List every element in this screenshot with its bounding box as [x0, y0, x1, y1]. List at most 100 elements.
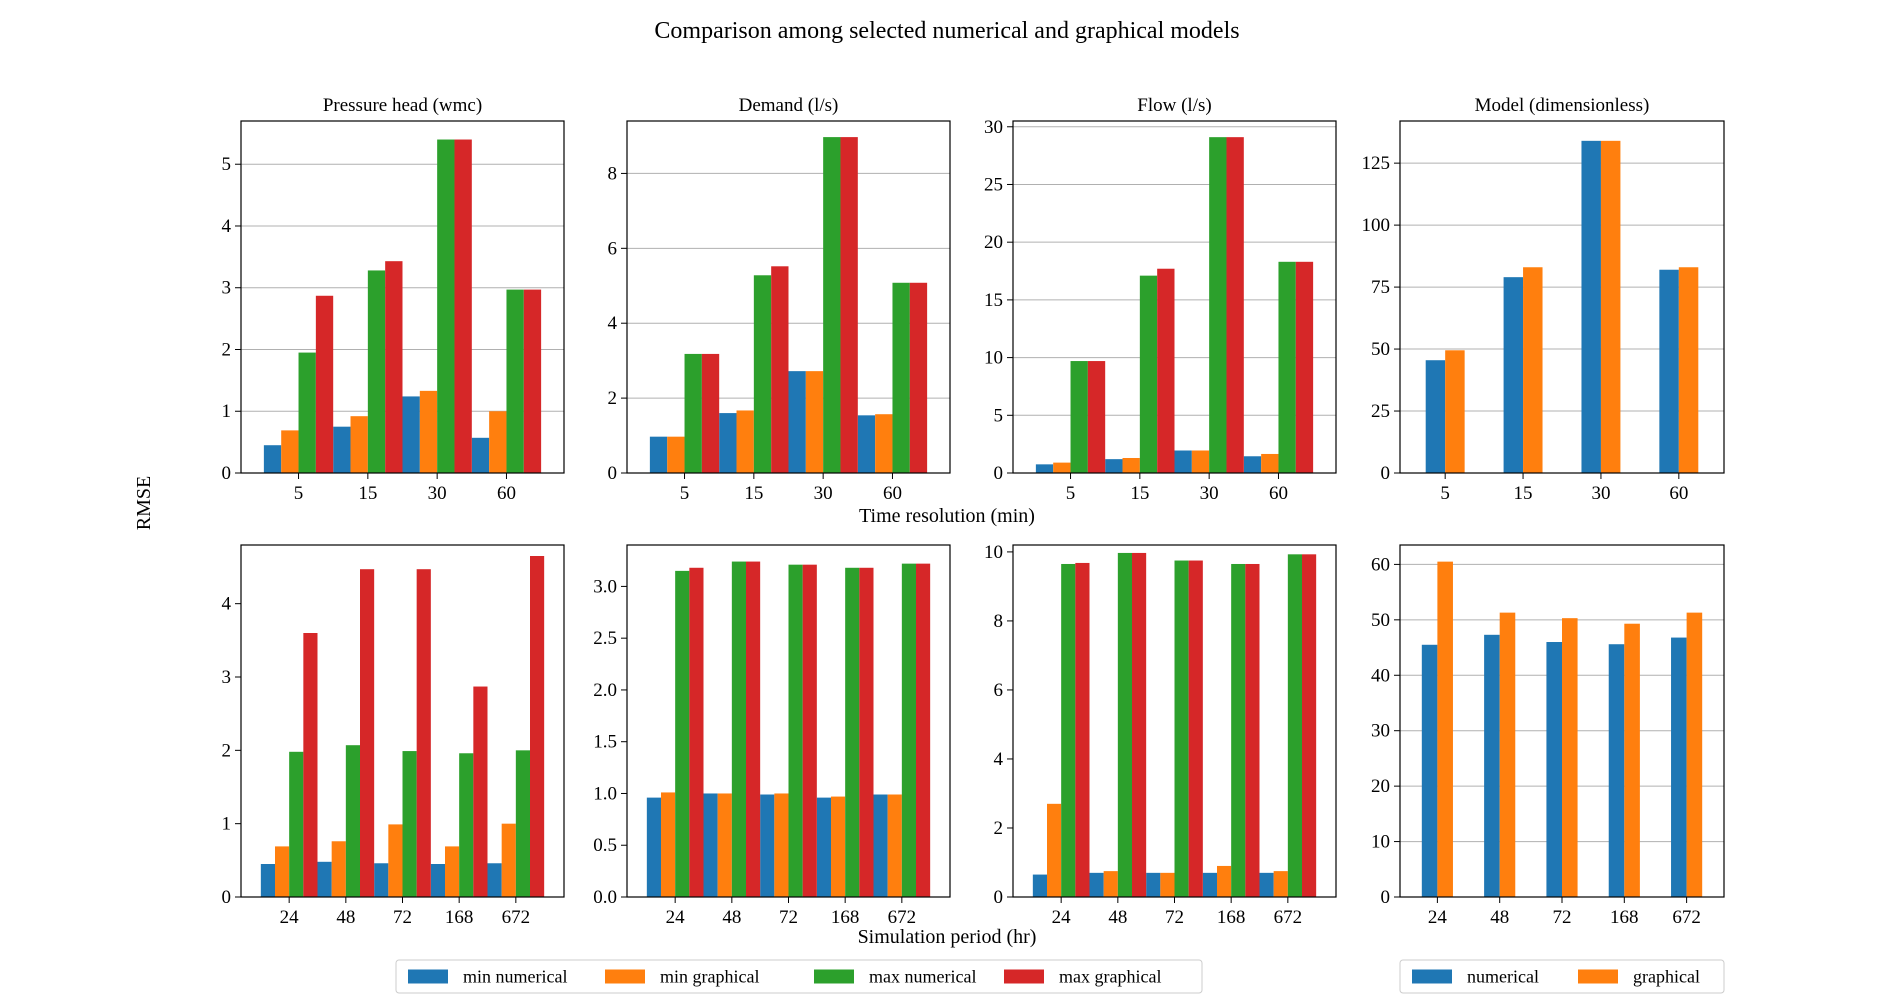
- x-tick-label: 60: [1669, 483, 1688, 504]
- bar-max-graphical-672: [916, 563, 931, 897]
- y-tick-label: 3.0: [593, 576, 617, 597]
- bar-min-graphical-60: [489, 411, 507, 473]
- bar-max-graphical-24: [689, 567, 704, 897]
- bar-numerical-15: [1503, 277, 1524, 473]
- bar-min-graphical-168: [445, 846, 460, 897]
- bar-min-numerical-48: [317, 861, 332, 897]
- bar-max-graphical-24: [303, 633, 318, 897]
- bar-graphical-24: [1437, 561, 1453, 897]
- x-tick-label: 15: [1130, 483, 1149, 504]
- bar-max-graphical-672: [1302, 554, 1317, 897]
- bar-max-numerical-24: [675, 570, 690, 897]
- axes-frame: [1012, 120, 1337, 474]
- bar-max-graphical-15: [1157, 268, 1175, 473]
- y-tick-label: 25: [984, 174, 1003, 195]
- top-row-x-axis-label: Time resolution (min): [859, 505, 1035, 527]
- x-tick-label: 15: [744, 483, 763, 504]
- bar-min-graphical-15: [736, 410, 754, 473]
- bar-min-numerical-672: [1259, 872, 1274, 897]
- bar-min-numerical-48: [703, 793, 718, 897]
- bar-min-graphical-72: [774, 793, 789, 897]
- subplot-2: 0 2 4 6 8 5 15 30 60 Demand (l/s): [608, 95, 951, 504]
- bar-max-numerical-60: [1278, 261, 1296, 473]
- y-tick-label: 2: [994, 818, 1004, 839]
- y-tick-label: 1: [222, 814, 232, 835]
- bar-numerical-24: [1421, 644, 1438, 897]
- y-tick-label: 6: [994, 680, 1004, 701]
- y-tick-label: 25: [1371, 401, 1390, 422]
- bar-max-numerical-30: [1209, 137, 1227, 473]
- bar-max-graphical-168: [473, 686, 488, 897]
- y-tick-label: 30: [984, 117, 1003, 138]
- subplot-title: Pressure head (wmc): [323, 95, 482, 116]
- bar-min-numerical-168: [816, 797, 831, 897]
- legend-label: numerical: [1467, 967, 1539, 987]
- bar-min-numerical-24: [1032, 874, 1047, 897]
- bar-numerical-168: [1608, 644, 1625, 897]
- bar-min-numerical-30: [788, 371, 806, 473]
- axes-frame: [1399, 120, 1725, 474]
- subplot-3: 0 5 10 15 20 25 30 5 15 30 60 Flow (l/s): [984, 95, 1337, 504]
- x-tick-label: 24: [1428, 907, 1448, 928]
- bar-max-graphical-24: [1075, 562, 1090, 897]
- bar-min-numerical-60: [1243, 456, 1262, 473]
- bar-graphical-168: [1624, 623, 1640, 897]
- y-tick-label: 0: [222, 887, 232, 908]
- x-tick-label: 168: [1217, 907, 1246, 928]
- y-tick-label: 15: [984, 290, 1003, 311]
- x-tick-label: 5: [1066, 483, 1076, 504]
- bar-min-graphical-24: [661, 792, 676, 897]
- bar-min-numerical-60: [471, 437, 490, 473]
- y-tick-label: 3: [222, 667, 232, 688]
- y-tick-label: 50: [1371, 610, 1390, 631]
- bar-max-numerical-15: [367, 270, 386, 473]
- y-tick-label: 0: [608, 463, 618, 484]
- legend-label: max graphical: [1059, 967, 1161, 987]
- x-tick-label: 5: [1440, 483, 1450, 504]
- bar-min-graphical-15: [350, 416, 368, 473]
- shared-y-axis-label: RMSE: [133, 476, 155, 530]
- bar-max-graphical-30: [840, 137, 858, 474]
- bar-numerical-60: [1659, 269, 1679, 473]
- bar-max-numerical-168: [459, 753, 474, 897]
- y-tick-label: 5: [994, 405, 1004, 426]
- legend-swatch: [605, 969, 645, 984]
- bar-min-graphical-168: [831, 796, 846, 897]
- bar-min-graphical-72: [388, 824, 403, 897]
- bar-max-graphical-60: [523, 289, 542, 473]
- x-tick-label: 15: [358, 483, 377, 504]
- bar-min-numerical-168: [430, 864, 445, 897]
- subplot-title: Demand (l/s): [739, 95, 839, 116]
- bar-min-graphical-24: [275, 846, 290, 897]
- subplot-4: 0 25 50 75 100 125 5 15 30 60 Model (dimensionless…: [1362, 95, 1725, 504]
- bar-min-graphical-60: [875, 414, 893, 473]
- y-tick-label: 5: [222, 154, 232, 175]
- bar-min-graphical-30: [419, 390, 438, 473]
- y-tick-label: 2: [608, 388, 618, 409]
- bar-max-graphical-5: [1087, 361, 1106, 473]
- bar-min-graphical-5: [1053, 462, 1071, 473]
- axes-frame: [626, 120, 951, 474]
- bar-max-graphical-60: [1295, 261, 1314, 473]
- y-tick-label: 20: [1371, 776, 1390, 797]
- y-tick-label: 100: [1362, 215, 1391, 236]
- x-tick-label: 168: [1610, 907, 1639, 928]
- bar-min-numerical-672: [873, 794, 888, 897]
- bar-max-numerical-72: [1174, 560, 1189, 897]
- legend-swatch: [1578, 969, 1618, 984]
- bar-max-numerical-5: [298, 352, 316, 473]
- bar-min-numerical-24: [260, 864, 275, 897]
- x-tick-label: 24: [1052, 907, 1072, 928]
- bar-numerical-5: [1425, 360, 1446, 473]
- y-tick-label: 0: [1381, 463, 1391, 484]
- y-tick-label: 3: [222, 278, 232, 299]
- x-tick-label: 30: [1591, 483, 1610, 504]
- bar-min-graphical-24: [1047, 803, 1062, 897]
- y-tick-label: 8: [994, 611, 1004, 632]
- subplot-5: 0 1 2 3 4 24 48 72 168 672: [222, 544, 565, 928]
- y-tick-label: 125: [1362, 153, 1391, 174]
- x-tick-label: 60: [1269, 483, 1288, 504]
- bar-max-graphical-5: [315, 295, 334, 473]
